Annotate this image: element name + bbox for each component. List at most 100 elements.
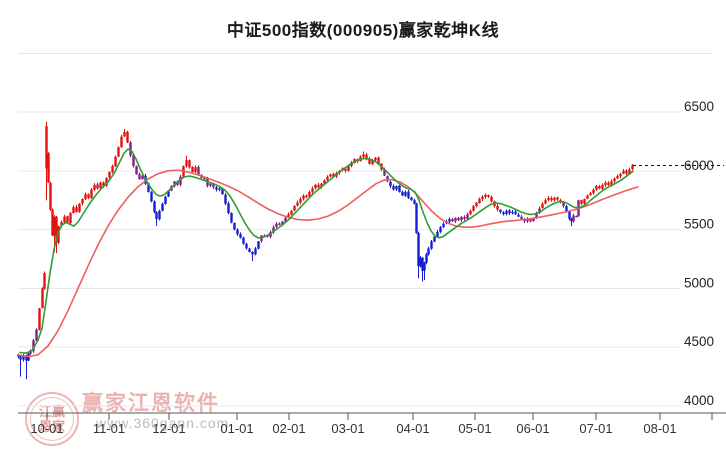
candle: [305, 195, 308, 198]
candle: [478, 199, 481, 204]
candle: [224, 194, 227, 204]
candle: [53, 216, 56, 236]
candle: [230, 212, 233, 223]
candle: [161, 203, 164, 211]
candle: [66, 216, 69, 223]
candle: [622, 170, 625, 174]
y-axis-label: 4000: [684, 393, 714, 408]
candle: [284, 217, 287, 222]
candle: [153, 201, 156, 212]
page-title: 中证500指数(000905)赢家乾坤K线: [226, 21, 500, 40]
candle: [415, 203, 418, 234]
candle: [332, 173, 335, 177]
candle: [102, 182, 105, 187]
candle: [505, 210, 508, 215]
candle: [299, 199, 302, 203]
candle: [84, 194, 87, 199]
candle: [427, 248, 430, 255]
candle: [254, 248, 257, 255]
candle: [484, 194, 487, 197]
candle: [544, 200, 547, 204]
candle: [410, 197, 413, 201]
candle: [481, 196, 484, 200]
candle: [55, 216, 58, 243]
candle: [583, 199, 586, 204]
candle: [185, 160, 188, 167]
candle: [135, 166, 138, 175]
y-axis-label: 6000: [684, 158, 714, 173]
candle: [442, 223, 445, 228]
candle: [257, 241, 260, 249]
candle: [526, 219, 529, 222]
candle: [454, 217, 457, 222]
candle: [99, 182, 102, 189]
candle: [421, 257, 424, 271]
candle: [43, 273, 46, 289]
candle: [547, 197, 550, 201]
candle: [395, 186, 398, 190]
candle: [604, 182, 607, 186]
candle: [317, 184, 320, 188]
y-axis-label: 6500: [684, 99, 714, 114]
candle: [448, 219, 451, 222]
candle: [96, 184, 99, 189]
candle: [329, 174, 332, 177]
candle: [29, 350, 32, 354]
candle: [269, 231, 272, 237]
candle: [511, 211, 514, 214]
candle: [529, 219, 532, 222]
title-divider: [18, 53, 712, 54]
candle: [538, 208, 541, 214]
candle: [105, 177, 108, 186]
candle: [78, 203, 81, 212]
candle: [212, 183, 215, 188]
y-axis-label: 4500: [684, 334, 714, 349]
candle: [72, 207, 75, 214]
candle: [221, 188, 224, 195]
candle: [502, 212, 505, 215]
candle: [272, 227, 275, 233]
candle: [287, 214, 290, 218]
candle: [508, 210, 511, 214]
candle: [164, 196, 167, 204]
candle: [619, 173, 622, 177]
candle: [413, 200, 416, 204]
candle: [368, 158, 371, 164]
candle: [463, 217, 466, 220]
candle: [209, 183, 212, 186]
candle: [191, 166, 194, 172]
candle: [242, 237, 245, 244]
candle: [598, 186, 601, 189]
candle: [469, 210, 472, 215]
candle: [628, 169, 631, 174]
candle: [347, 166, 350, 171]
ma-fast-line: [19, 148, 634, 354]
candle: [496, 205, 499, 210]
candle: [625, 170, 628, 174]
candle: [167, 190, 170, 197]
candle: [457, 217, 460, 221]
candle: [595, 186, 598, 190]
x-axis-label: 04-01: [396, 421, 429, 436]
candle: [320, 183, 323, 187]
candle: [197, 166, 200, 175]
candle: [601, 184, 604, 189]
x-axis-label: 11-01: [93, 421, 125, 436]
candle: [49, 182, 52, 210]
candle: [417, 232, 420, 267]
candle: [147, 183, 150, 192]
candle: [275, 223, 278, 228]
candle: [138, 174, 141, 180]
candle: [248, 248, 251, 252]
candle: [541, 203, 544, 209]
candle: [90, 189, 93, 199]
candle: [572, 215, 575, 222]
candle: [487, 194, 490, 197]
candle: [132, 155, 135, 167]
candle: [401, 191, 404, 196]
candle: [296, 202, 299, 206]
candle: [114, 156, 117, 167]
candle: [69, 213, 72, 223]
x-axis-label: 06-01: [516, 421, 549, 436]
